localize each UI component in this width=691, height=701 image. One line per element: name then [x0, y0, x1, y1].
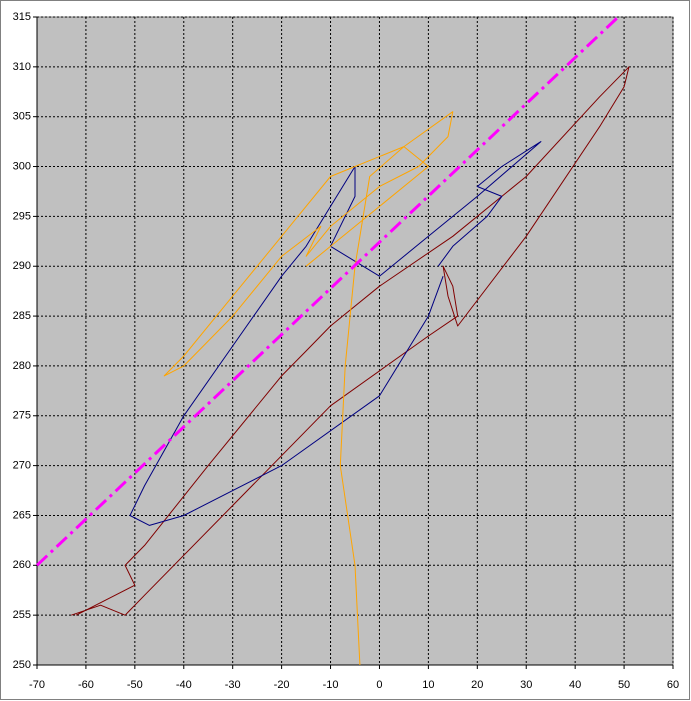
x-tick-label: 10: [422, 679, 434, 691]
x-tick-label: -30: [225, 679, 241, 691]
y-tick-label: 310: [13, 61, 31, 73]
y-tick-label: 250: [13, 659, 31, 671]
series-line: [71, 66, 630, 616]
y-tick-label: 260: [13, 559, 31, 571]
x-tick-label: -50: [127, 679, 143, 691]
y-tick-label: 255: [13, 609, 31, 621]
x-tick-label: -20: [274, 679, 290, 691]
y-tick-label: 295: [13, 210, 31, 222]
series-line: [163, 111, 454, 666]
x-tick-label: -70: [29, 679, 45, 691]
x-tick-label: 20: [471, 679, 483, 691]
y-tick-label: 270: [13, 460, 31, 472]
x-tick-label: 0: [376, 679, 382, 691]
y-tick-label: 285: [13, 310, 31, 322]
x-tick-label: -40: [176, 679, 192, 691]
series-line: [129, 141, 542, 526]
x-tick-label: -60: [78, 679, 94, 691]
plot-area: [36, 16, 674, 666]
x-tick-label: 40: [569, 679, 581, 691]
y-tick-label: 265: [13, 509, 31, 521]
series-line: [35, 15, 620, 567]
y-tick-label: 315: [13, 11, 31, 23]
x-tick-label: -10: [323, 679, 339, 691]
x-tick-label: 30: [520, 679, 532, 691]
y-tick-label: 305: [13, 111, 31, 123]
y-tick-label: 290: [13, 260, 31, 272]
y-tick-label: 275: [13, 410, 31, 422]
y-tick-label: 280: [13, 360, 31, 372]
x-tick-label: 60: [667, 679, 679, 691]
y-tick-label: 300: [13, 160, 31, 172]
x-tick-label: 50: [618, 679, 630, 691]
